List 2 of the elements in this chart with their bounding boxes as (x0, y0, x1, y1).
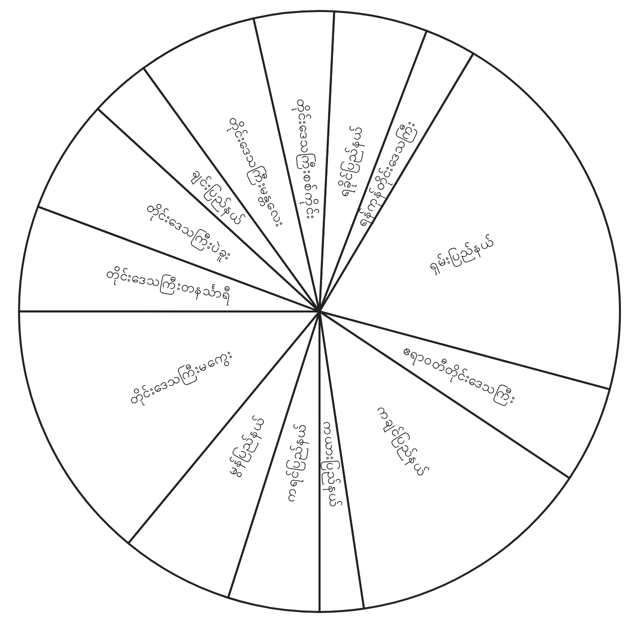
slice-label: ကယားပြည်နယ် (318, 420, 344, 508)
slice-label: ကရင်ပြည်နယ် (280, 422, 312, 504)
